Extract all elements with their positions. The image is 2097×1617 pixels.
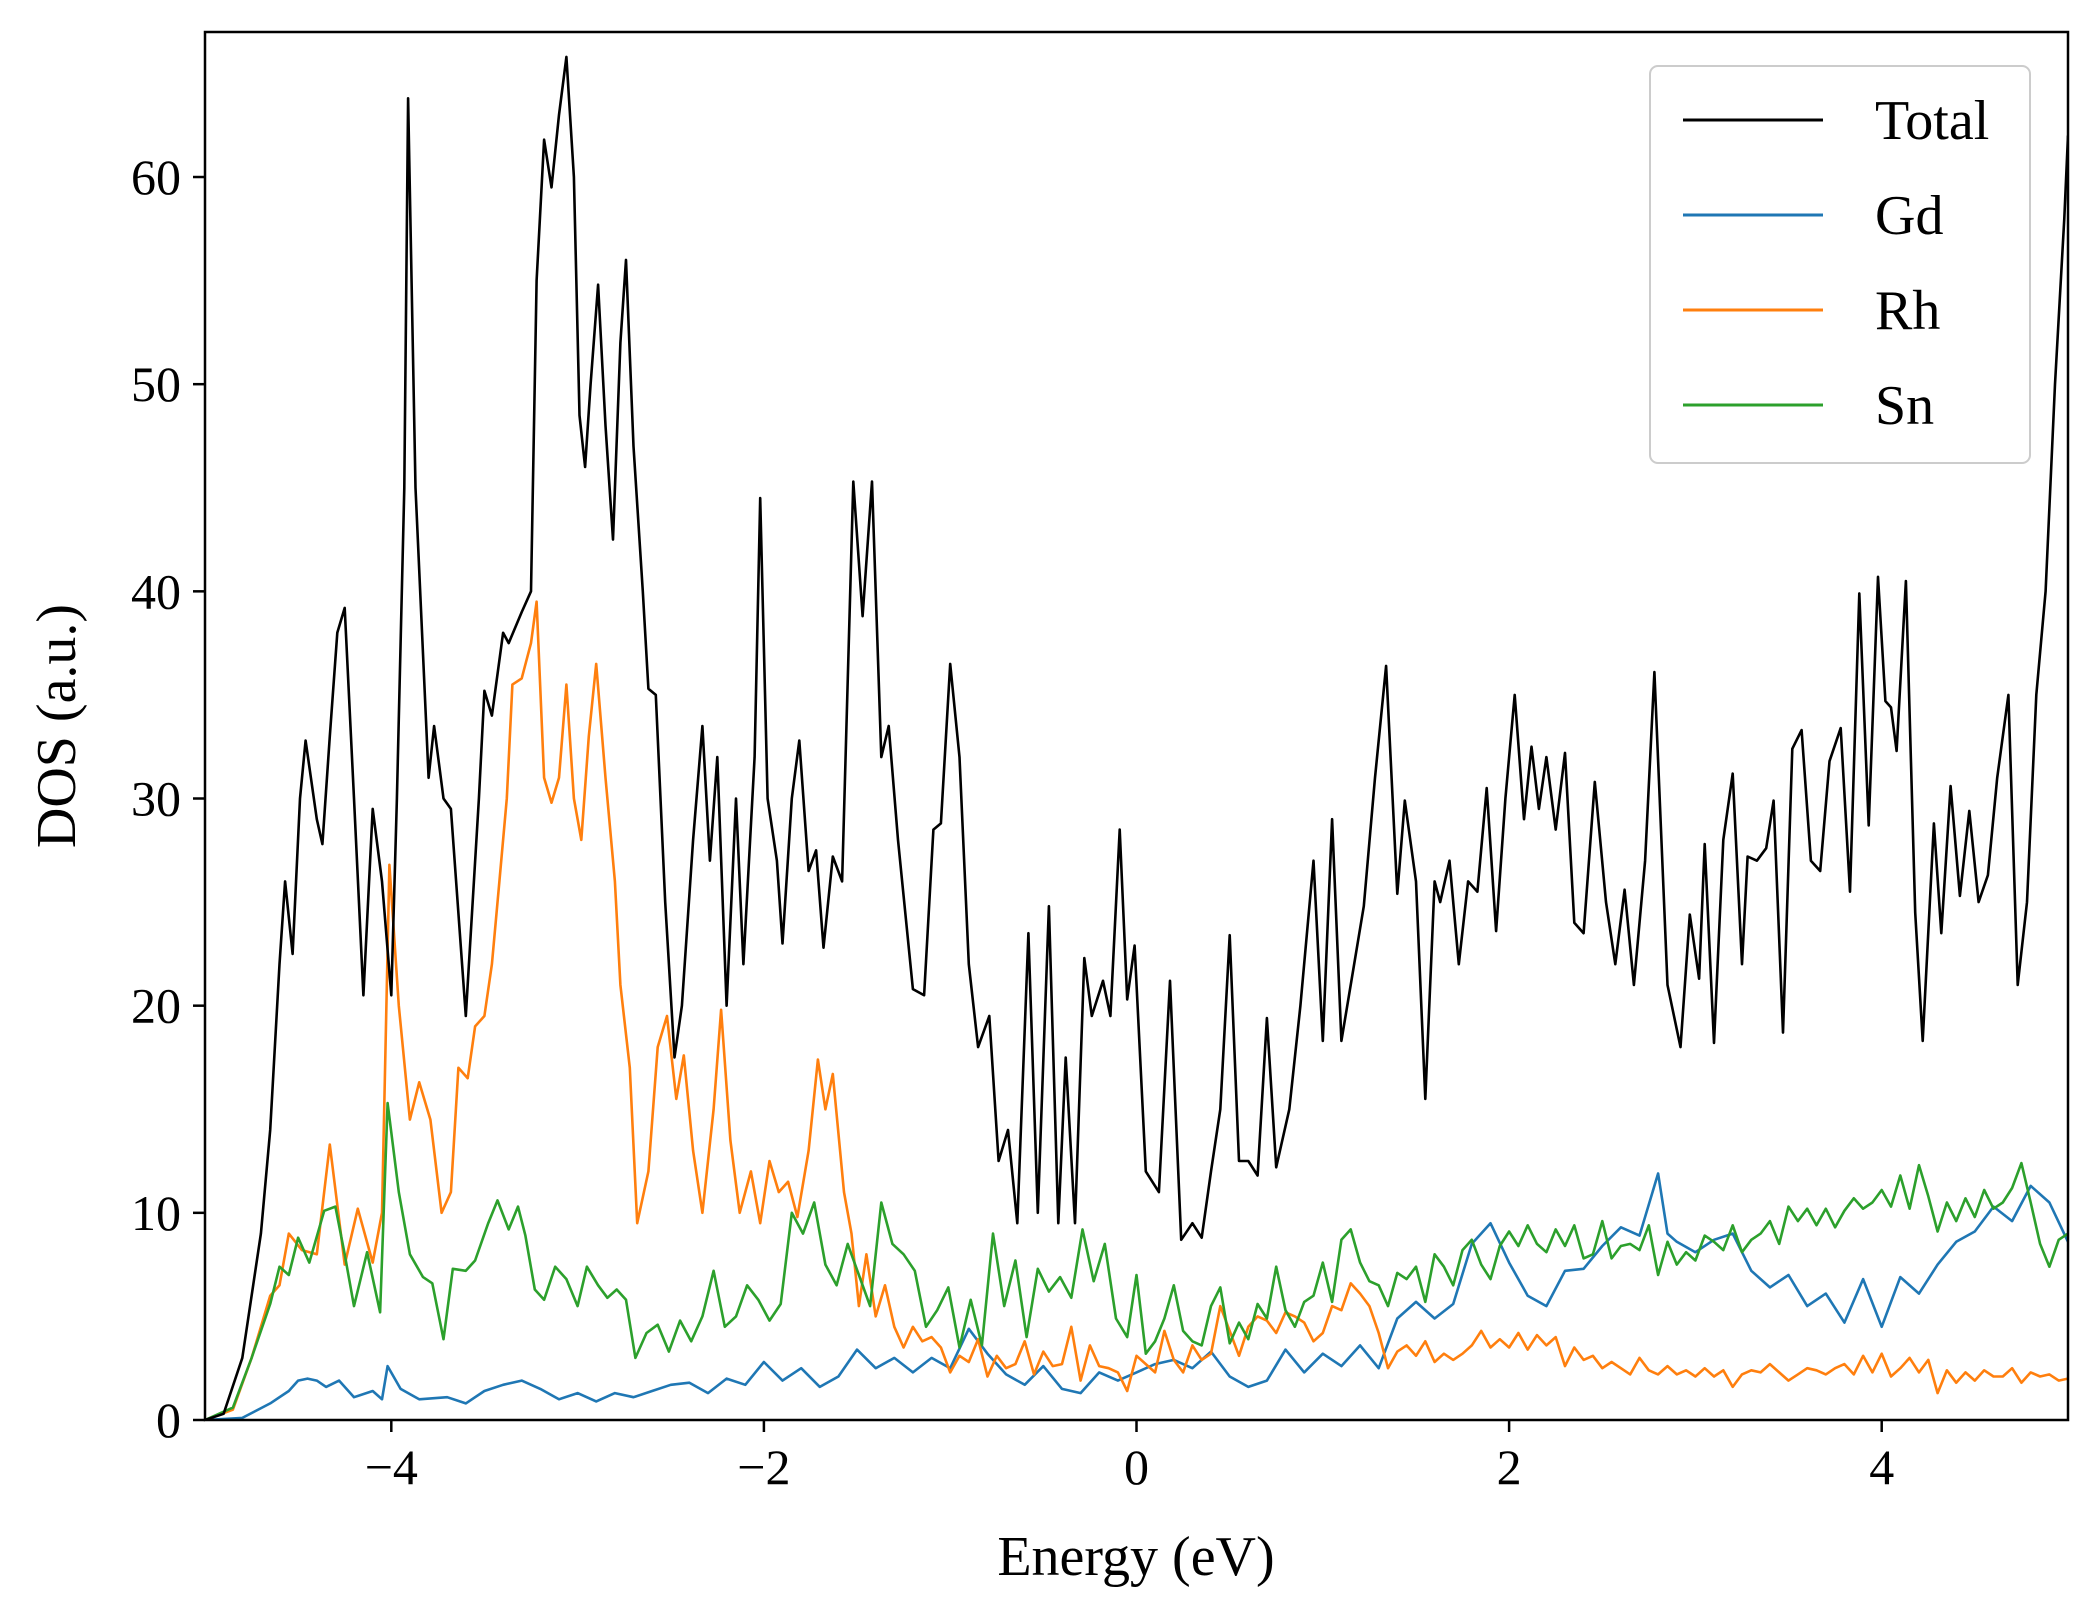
series-line-sn: [205, 1101, 2068, 1420]
legend-label-gd: Gd: [1875, 185, 1943, 247]
y-tick-label: 30: [131, 771, 181, 827]
legend-label-total: Total: [1875, 90, 1989, 152]
legend-label-rh: Rh: [1875, 280, 1940, 342]
series-line-rh: [205, 600, 2068, 1420]
legend-label-sn: Sn: [1875, 375, 1934, 437]
x-tick-label: 0: [1124, 1439, 1149, 1495]
y-tick-label: 0: [156, 1392, 181, 1448]
y-tick-label: 20: [131, 978, 181, 1034]
y-tick-label: 60: [131, 149, 181, 205]
x-tick-label: 2: [1497, 1439, 1522, 1495]
series-layer: [205, 55, 2068, 1420]
series-line-total: [205, 55, 2068, 1420]
x-axis-title: Energy (eV): [997, 1526, 1274, 1588]
y-tick-label: 40: [131, 563, 181, 619]
legend-box: [1649, 65, 2031, 464]
legend: Total Gd Rh Sn: [1649, 65, 2031, 464]
x-tick-label: −4: [365, 1439, 418, 1495]
x-tick-label: −2: [737, 1439, 790, 1495]
y-tick-label: 50: [131, 356, 181, 412]
y-tick-label: 10: [131, 1185, 181, 1241]
x-tick-label: 4: [1869, 1439, 1894, 1495]
y-axis-title: DOS (a.u.): [26, 604, 88, 848]
series-line-gd: [205, 1172, 2068, 1420]
